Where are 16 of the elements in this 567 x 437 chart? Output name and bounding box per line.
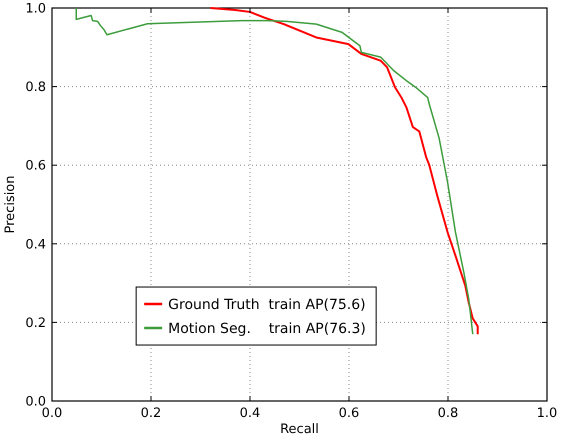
x-tick-label: 0.4	[240, 406, 260, 421]
y-tick-label: 0.2	[25, 316, 46, 331]
line-series	[76, 7, 474, 335]
x-tick-label: 0.8	[438, 406, 458, 421]
y-tick-label: 0.8	[25, 80, 46, 96]
x-tick-label: 0.6	[338, 406, 360, 421]
x-tick-label: 0.0	[42, 406, 62, 421]
x-axis-title: Recall	[280, 422, 319, 437]
legend-label: Motion Seg. train AP(76.3)	[168, 321, 366, 338]
y-axis-title: Precision	[3, 175, 18, 234]
x-tick-label: 0.2	[140, 406, 162, 421]
y-tick-label: 0.4	[25, 237, 46, 252]
x-tick-label: 1.0	[536, 406, 558, 421]
legend-label: Ground Truth train AP(75.6)	[168, 297, 366, 314]
y-tick-label: 0.6	[25, 158, 46, 174]
y-tick-label: 1.0	[25, 2, 46, 16]
